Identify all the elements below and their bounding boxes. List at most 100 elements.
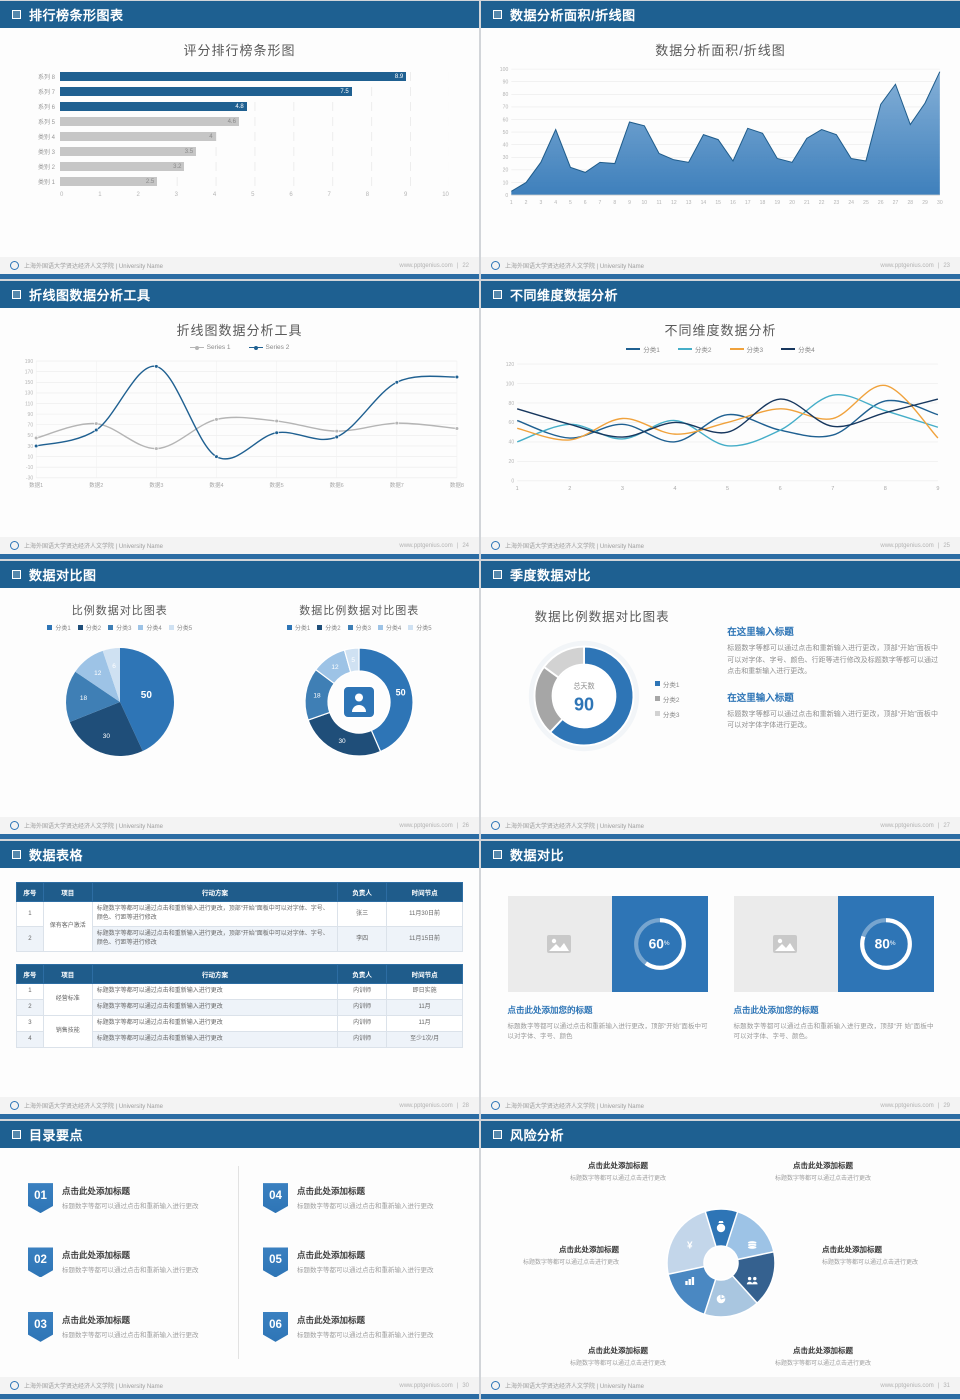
svg-text:¥: ¥: [687, 1240, 693, 1251]
block-heading: 在这里输入标题: [727, 692, 794, 704]
risk-label-subtitle: 标题数字等都可以通过点击进行更改: [822, 1260, 919, 1266]
risk-label-title: 点击此处添加标题: [793, 1161, 853, 1170]
table-cell: 内训师: [337, 1015, 388, 1032]
x-tick-label: 8: [365, 192, 370, 198]
svg-text:150: 150: [25, 380, 34, 386]
legend-label: 分类1: [294, 626, 311, 632]
table-cell: 4: [16, 1031, 44, 1048]
bar-track: 8.9: [60, 72, 449, 81]
square-bullet-icon: [493, 290, 502, 299]
table-cell: 内训师: [337, 1031, 388, 1048]
legend-label: 分类5: [416, 626, 432, 632]
svg-text:1: 1: [516, 486, 519, 492]
svg-text:1: 1: [510, 200, 513, 206]
legend-item: 分类4: [138, 623, 162, 632]
table-cell: 销售技能: [42, 1015, 93, 1048]
footer-separator: |: [456, 262, 459, 269]
toc-item-subtitle: 标题数字等都可以通过点击和重新输入进行更改: [297, 1203, 434, 1211]
svg-text:120: 120: [506, 362, 515, 368]
toc-item: 06 点击此处添加标题 标题数字等都可以通过点击和重新输入进行更改: [263, 1311, 451, 1342]
table-cell: 标题数字等都可以通过点击和重新输入进行更改，顶部“开始”面板中可以对字体、字号、…: [91, 926, 339, 952]
bar-category-label: 系列 5: [37, 120, 55, 126]
bar-row: 系列 6 4.8: [26, 99, 449, 114]
table-cell: 标题数字等都可以通过点击和重新输入进行更改: [91, 983, 339, 1000]
svg-text:数据7: 数据7: [390, 481, 404, 489]
slide-header-title: 数据分析面积/折线图: [510, 8, 636, 23]
svg-text:50: 50: [503, 130, 509, 136]
progress-card: 80% 点击此处添加您的标题 标题数字等都可以通过点击和重新输入进行更改，顶部“…: [733, 896, 934, 1043]
footer-site-url: www.pptgenius.com: [399, 1382, 453, 1389]
footer-separator: |: [456, 1382, 459, 1389]
toc-item-subtitle: 标题数字等都可以通过点击和重新输入进行更改: [62, 1331, 199, 1339]
bar-category-label: 类别 3: [37, 150, 55, 156]
legend-item: 分类1: [286, 623, 311, 632]
svg-text:0: 0: [511, 479, 514, 485]
slide-24-line-chart: 折线图数据分析工具 折线图数据分析工具 Series 1 Series 2 -30…: [0, 281, 479, 559]
slide-bottom-strip: [481, 1114, 960, 1119]
bar-row: 系列 5 4.6: [26, 114, 449, 129]
toc-number-badge: 05: [263, 1247, 288, 1278]
slide-footer: 上海外国语大学贤达经济人文学院 | University Name www.pp…: [0, 817, 479, 834]
svg-text:110: 110: [25, 401, 33, 407]
svg-text:30: 30: [103, 733, 111, 740]
footer-site: www.pptgenius.com | 25: [880, 543, 950, 549]
x-tick-label: 1: [98, 192, 102, 198]
slide-footer: 上海外国语大学贤达经济人文学院 | University Name www.pp…: [0, 1097, 479, 1114]
svg-text:数据1: 数据1: [29, 481, 43, 489]
chart-title: 数据比例数据对比图表: [534, 610, 670, 624]
donut-chart-svg: 50 30 18 12 5: [304, 647, 414, 757]
svg-text:23: 23: [834, 200, 840, 206]
bar-category-label: 类别 4: [37, 135, 55, 141]
footer-site: www.pptgenius.com | 27: [880, 823, 950, 829]
footer-site-url: www.pptgenius.com: [880, 542, 934, 549]
toc-number-badge: 01: [28, 1183, 53, 1214]
card-title: 点击此处添加您的标题: [507, 1005, 593, 1015]
column-header: 序号: [16, 882, 44, 902]
table-row: 2 标题数字等都可以通过点击和重新输入进行更改 内训师 11月: [16, 999, 463, 1016]
toc-item: 05 点击此处添加标题 标题数字等都可以通过点击和重新输入进行更改: [263, 1247, 451, 1278]
bar-value-label: 8.9: [394, 73, 404, 80]
svg-text:60: 60: [509, 420, 515, 426]
table-cell: 11月15日前: [386, 926, 463, 952]
bar-chart-icon: [684, 1276, 694, 1285]
footer-site: www.pptgenius.com | 23: [880, 263, 950, 269]
slide-footer: 上海外国语大学贤达经济人文学院 | University Name www.pp…: [481, 817, 960, 834]
table-cell: 保有客户激活: [42, 901, 93, 952]
footer-separator: |: [937, 1382, 940, 1389]
image-placeholder-icon: [772, 934, 798, 954]
x-axis: 0 1 2 3 4 5 6 7 8 9 10: [26, 192, 449, 198]
footer-org-text: 上海外国语大学贤达经济人文学院 | University Name: [24, 1104, 163, 1110]
svg-text:2: 2: [525, 200, 528, 206]
multi-line-chart: 0 20 40 60 80 100 120 1 2 3 4 5 6 7 8 9: [481, 354, 960, 512]
block-paragraph: 标题数字等都可以通过点击和重新输入进行更改，顶部“开始”面板中可以对字体字体进行…: [727, 710, 938, 730]
svg-text:60: 60: [503, 117, 509, 123]
card-media: 60%: [507, 896, 708, 992]
toc-item-subtitle: 标题数字等都可以通过点击和重新输入进行更改: [62, 1267, 199, 1275]
image-placeholder-icon: [546, 934, 572, 954]
svg-text:8: 8: [884, 486, 887, 492]
bar: 3.2: [60, 162, 185, 171]
table-cell: 经营标准: [42, 983, 93, 1016]
footer-separator: |: [937, 1102, 940, 1109]
square-bullet-icon: [493, 1130, 502, 1139]
bar-category-label: 系列 6: [37, 105, 55, 111]
svg-text:10: 10: [641, 200, 647, 206]
footer-separator: |: [937, 822, 940, 829]
risk-label-title: 点击此处添加标题: [588, 1346, 648, 1355]
slide-bottom-strip: [0, 1114, 479, 1119]
svg-text:30: 30: [28, 444, 34, 450]
svg-text:9: 9: [936, 486, 939, 492]
legend-item: 分类3: [729, 344, 763, 354]
svg-text:5: 5: [352, 657, 356, 664]
chart-legend: Series 1 Series 2: [0, 344, 479, 351]
square-bullet-icon: [493, 10, 502, 19]
university-logo: [10, 541, 19, 550]
bar: 4: [60, 132, 216, 141]
toc-item-title: 点击此处添加标题: [297, 1250, 366, 1261]
svg-text:130: 130: [25, 391, 34, 397]
footer-site: www.pptgenius.com | 30: [399, 1383, 469, 1389]
table-cell: 11月: [386, 1015, 463, 1032]
svg-text:4: 4: [673, 486, 676, 492]
footer-site-url: www.pptgenius.com: [880, 1102, 934, 1109]
toc-column: 04 点击此处添加标题 标题数字等都可以通过点击和重新输入进行更改 05 点击此处添加标…: [238, 1166, 451, 1359]
